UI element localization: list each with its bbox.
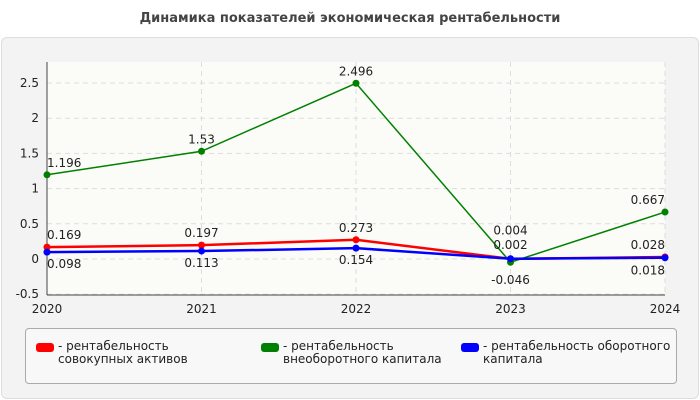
legend-item: - рентабельность совокупных активов [36, 340, 246, 366]
data-label: 0.098 [47, 257, 81, 271]
y-tick-label: 1 [31, 182, 39, 196]
legend: - рентабельность совокупных активов - ре… [25, 328, 677, 384]
legend-swatch [36, 343, 54, 352]
legend-item: - рентабельность оборотного капитала [461, 340, 671, 366]
data-point [352, 79, 360, 87]
data-point [43, 171, 51, 179]
data-label: 0.273 [339, 221, 373, 235]
y-tick-label: 2 [31, 111, 39, 125]
data-point [661, 208, 669, 216]
data-point [198, 247, 205, 255]
data-point [198, 147, 205, 155]
data-point [43, 243, 51, 251]
legend-label: - рентабельность внеоборотного капитала [283, 339, 442, 366]
x-tick-label: 2020 [32, 302, 63, 316]
data-label: 1.53 [188, 132, 215, 146]
legend-label: - рентабельность оборотного капитала [483, 339, 671, 366]
data-point [507, 255, 514, 263]
y-tick-label: 2.5 [20, 76, 39, 90]
legend-label: - рентабельность совокупных активов [58, 339, 188, 366]
data-label: 1.196 [47, 156, 81, 170]
data-label: 0.197 [184, 226, 218, 240]
data-label: 0.002 [493, 238, 527, 252]
data-label: 0.667 [631, 193, 665, 207]
x-tick-label: 2021 [186, 302, 217, 316]
data-label: 0.028 [631, 238, 665, 252]
x-tick-label: 2022 [341, 302, 372, 316]
data-label: 0.154 [339, 253, 373, 267]
y-tick-label: 1.5 [20, 146, 39, 160]
data-point [43, 248, 51, 256]
x-tick-label: 2023 [495, 302, 526, 316]
data-point [198, 241, 205, 249]
legend-swatch [461, 343, 479, 352]
data-label: 2.496 [339, 64, 373, 78]
chart-title: Динамика показателей экономическая рента… [139, 11, 561, 26]
data-label: 0.004 [493, 224, 527, 238]
data-point [352, 244, 360, 252]
data-label: -0.046 [491, 273, 530, 287]
data-label: 0.018 [631, 264, 665, 278]
data-label: 0.113 [184, 256, 218, 270]
data-point [661, 254, 669, 262]
y-tick-label: 0 [31, 252, 39, 266]
y-tick-label: 0.5 [20, 217, 39, 231]
data-label: 0.169 [47, 228, 81, 242]
data-point [352, 236, 360, 244]
x-tick-label: 2024 [650, 302, 681, 316]
y-tick-label: -0.5 [16, 287, 39, 301]
legend-item: - рентабельность внеоборотного капитала [261, 340, 451, 366]
legend-swatch [261, 343, 279, 352]
